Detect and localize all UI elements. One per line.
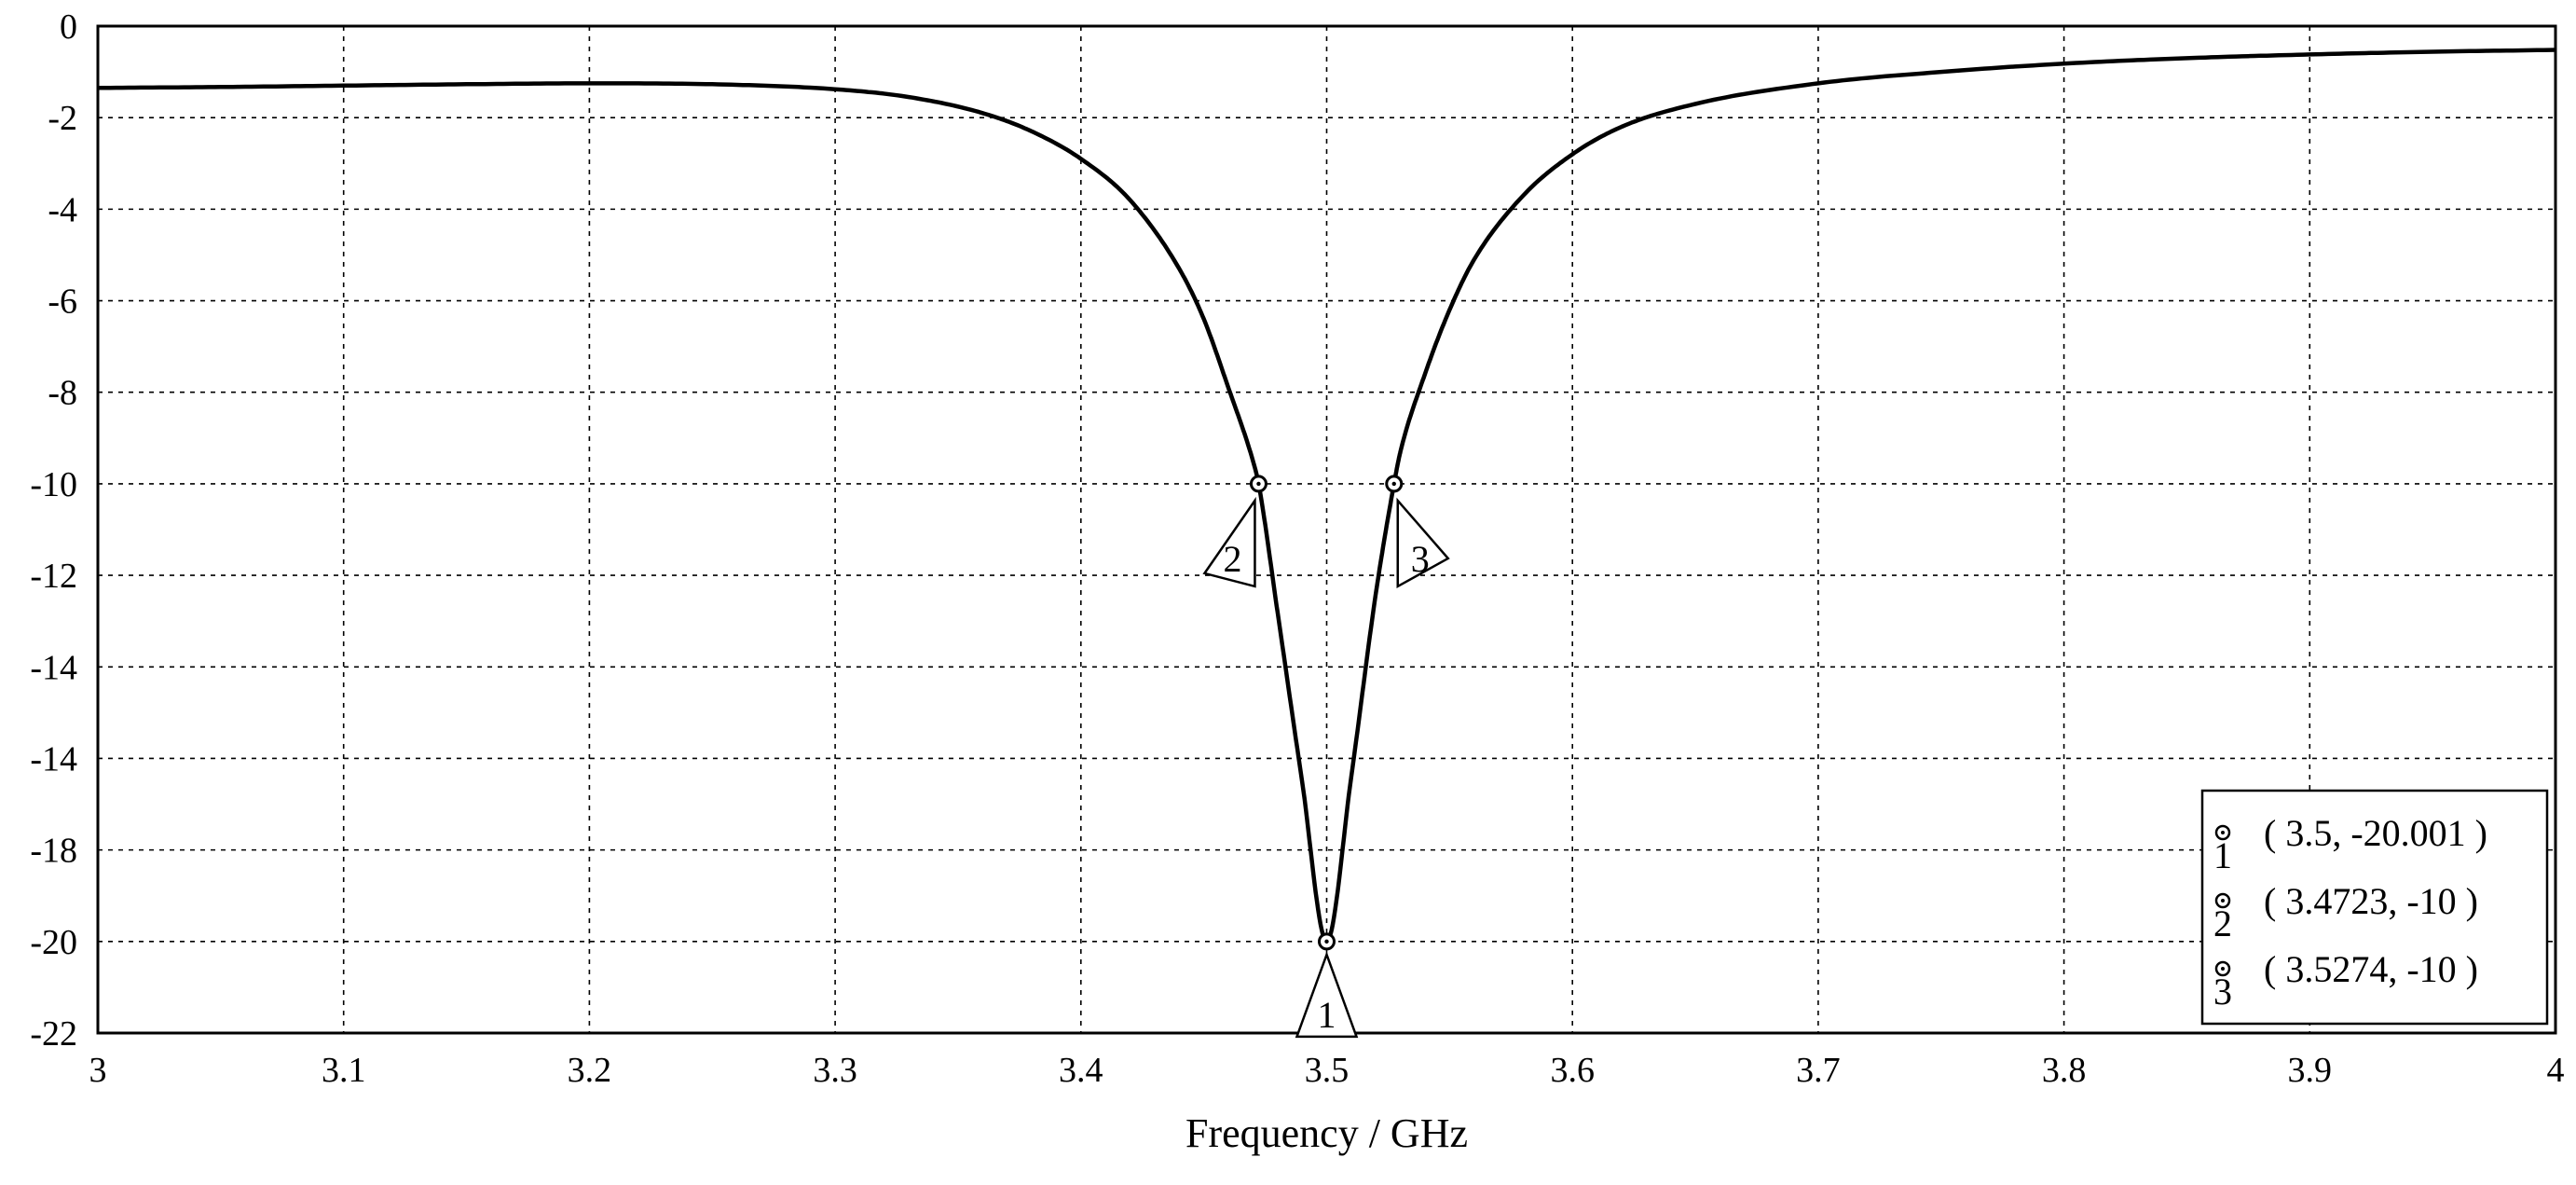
marker-3: 3 <box>1385 475 1450 589</box>
curve-layer <box>97 48 2556 944</box>
y-tick-label: -14 <box>30 648 77 687</box>
legend-marker-icon-center <box>2221 831 2225 834</box>
y-tick-label: -18 <box>30 832 77 871</box>
marker-pointer-triangle <box>1396 497 1450 589</box>
y-tick-label: -6 <box>48 282 77 322</box>
y-tick-label: -22 <box>30 1014 77 1054</box>
marker-2: 2 <box>1202 475 1267 588</box>
y-tick-label: -4 <box>48 190 77 229</box>
legend-entry: 1 ( 3.5, -20.001 ) <box>2213 812 2487 876</box>
x-tick-label: 3.3 <box>813 1051 857 1090</box>
legend-marker-icon-center <box>2221 967 2225 971</box>
marker-1: 1 <box>1295 932 1359 1039</box>
x-tick-label: 3.9 <box>2288 1051 2333 1090</box>
x-tick-label: 3 <box>89 1051 107 1090</box>
legend-marker-id: 3 <box>2213 971 2232 1013</box>
series-line <box>97 48 2556 944</box>
legend-entry: 3 ( 3.5274, -10 ) <box>2213 948 2478 1013</box>
marker-dot-center <box>1391 481 1396 487</box>
x-tick-label: 3.5 <box>1305 1051 1350 1090</box>
legend-marker-id: 2 <box>2213 903 2232 944</box>
y-tick-label: 0 <box>60 7 77 47</box>
y-tick-label: -10 <box>30 465 77 504</box>
y-tick-label: -12 <box>30 557 77 596</box>
marker-dot-center <box>1256 481 1261 487</box>
legend-marker-value: ( 3.5, -20.001 ) <box>2264 812 2487 854</box>
marker-number: 2 <box>1223 538 1241 580</box>
marker-number: 1 <box>1318 994 1336 1036</box>
x-tick-labels: 3 3.1 3.2 3.3 3.4 3.5 3.6 3.7 3.8 3.9 4 <box>89 1051 2565 1090</box>
y-tick-label: -14 <box>30 739 77 779</box>
x-tick-label: 4 <box>2547 1051 2565 1090</box>
grid-layer <box>98 26 2555 1033</box>
marker-pointer-triangle <box>1202 496 1256 588</box>
legend-entry: 2 ( 3.4723, -10 ) <box>2213 880 2478 944</box>
marker-legend: 1 ( 3.5, -20.001 ) 2 ( 3.4723, -10 ) 3 ( 3.52… <box>2200 789 2549 1026</box>
x-tick-label: 3.2 <box>568 1051 612 1090</box>
x-tick-label: 3.7 <box>1796 1051 1841 1090</box>
y-tick-label: -20 <box>30 923 77 962</box>
marker-dot-center <box>1324 939 1329 944</box>
marker-pointer-triangle <box>1295 951 1359 1039</box>
y-tick-labels: 0 -2 -4 -6 -8 -10 -12 -14 -14 -18 -20 -22 <box>30 7 77 1054</box>
y-tick-label: -8 <box>48 374 77 413</box>
legend-marker-value: ( 3.4723, -10 ) <box>2264 880 2478 922</box>
x-tick-label: 3.6 <box>1550 1051 1595 1090</box>
legend-box <box>2200 789 2549 1026</box>
legend-marker-icon-center <box>2221 899 2225 903</box>
legend-marker-value: ( 3.5274, -10 ) <box>2264 948 2478 990</box>
x-axis-title: Frequency / GHz <box>1185 1110 1468 1156</box>
x-tick-label: 3.1 <box>322 1051 366 1090</box>
marker-number: 3 <box>1411 538 1430 580</box>
x-tick-label: 3.8 <box>2042 1051 2087 1090</box>
y-tick-label: -2 <box>48 99 77 138</box>
x-tick-label: 3.4 <box>1059 1051 1103 1090</box>
marker-layer: 1 2 3 <box>1202 475 1450 1039</box>
legend-marker-id: 1 <box>2213 834 2232 876</box>
